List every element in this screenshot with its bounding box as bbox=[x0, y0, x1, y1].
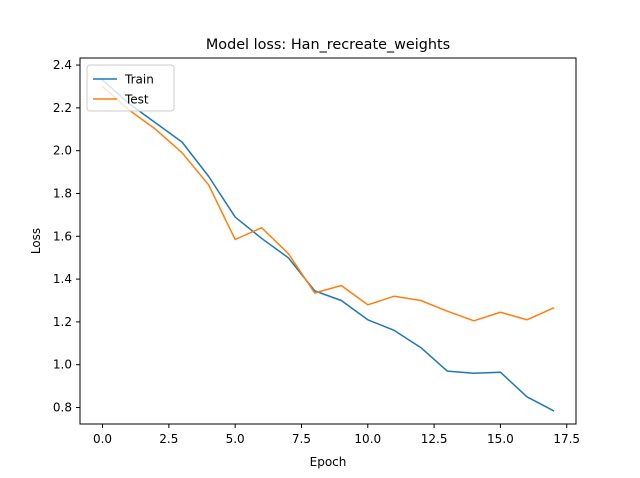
y-tick-label: 0.8 bbox=[53, 401, 72, 415]
x-tick-label: 2.5 bbox=[159, 432, 178, 446]
y-tick-label: 2.0 bbox=[53, 144, 72, 158]
x-tick-label: 12.5 bbox=[421, 432, 448, 446]
x-axis-title: Epoch bbox=[310, 455, 347, 469]
y-tick-label: 1.0 bbox=[53, 358, 72, 372]
x-tick-label: 5.0 bbox=[226, 432, 245, 446]
y-tick-label: 2.2 bbox=[53, 101, 72, 115]
x-tick-label: 7.5 bbox=[292, 432, 311, 446]
y-tick-label: 1.4 bbox=[53, 272, 72, 286]
x-axis-ticks: 0.0 2.5 5.0 7.5 10.0 12.5 15.0 17.5 bbox=[93, 424, 580, 446]
legend-label-test: Test bbox=[124, 93, 149, 107]
y-tick-label: 1.6 bbox=[53, 229, 72, 243]
series-layer bbox=[101, 78, 555, 412]
legend-label-train: Train bbox=[124, 73, 154, 87]
x-tick-label: 17.5 bbox=[553, 432, 580, 446]
x-tick-label: 10.0 bbox=[354, 432, 381, 446]
y-axis-title: Loss bbox=[29, 228, 43, 254]
series-line-test bbox=[101, 85, 555, 322]
y-tick-label: 1.2 bbox=[53, 315, 72, 329]
legend: Train Test bbox=[86, 64, 175, 112]
series-line-train bbox=[101, 78, 555, 412]
x-tick-label: 15.0 bbox=[487, 432, 514, 446]
plot-frame bbox=[79, 57, 577, 425]
y-axis-ticks: 0.8 1.0 1.2 1.4 1.6 1.8 2.0 2.2 2.4 bbox=[53, 58, 80, 415]
x-tick-label: 0.0 bbox=[93, 432, 112, 446]
chart-title: Model loss: Han_recreate_weights bbox=[206, 37, 450, 53]
y-tick-label: 2.4 bbox=[53, 58, 72, 72]
y-tick-label: 1.8 bbox=[53, 186, 72, 200]
